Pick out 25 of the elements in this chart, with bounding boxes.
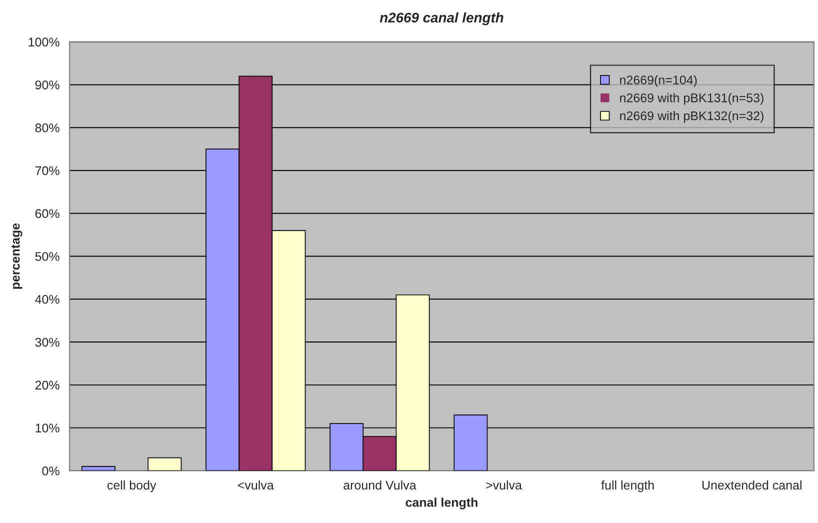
y-tick-label: 40% — [35, 294, 60, 304]
y-tick-label: 20% — [35, 380, 60, 390]
y-tick-label: 80% — [35, 123, 60, 132]
bar — [148, 457, 182, 471]
legend-label: n2669 with pBK132(n=32) — [620, 111, 764, 123]
legend-label: n2669 with pBK131(n=53) — [620, 93, 764, 105]
y-tick-label: 50% — [35, 252, 60, 261]
y-tick-label: 70% — [35, 166, 60, 176]
y-tick-label: 10% — [36, 424, 60, 432]
x-tick-label: <vulva — [238, 480, 274, 490]
x-axis-title: canal length — [406, 498, 478, 510]
x-tick-label: Unextended canal — [702, 480, 802, 490]
y-tick-label: 100% — [28, 38, 60, 46]
x-tick-label: >vulva — [486, 480, 522, 490]
x-tick-label: around Vulva — [344, 480, 416, 490]
legend-label: n2669(n=104) — [620, 75, 697, 87]
bar — [82, 466, 116, 471]
chart-title: n2669 canal length — [380, 12, 504, 26]
y-axis-title: percentage — [11, 223, 22, 289]
x-tick-label: full length — [601, 480, 654, 492]
x-tick-label: cell body — [107, 480, 156, 492]
y-tick-label: 0% — [42, 466, 60, 476]
y-tick-label: 30% — [35, 338, 60, 347]
y-tick-label: 60% — [35, 209, 60, 218]
y-tick-label: 90% — [35, 80, 60, 90]
